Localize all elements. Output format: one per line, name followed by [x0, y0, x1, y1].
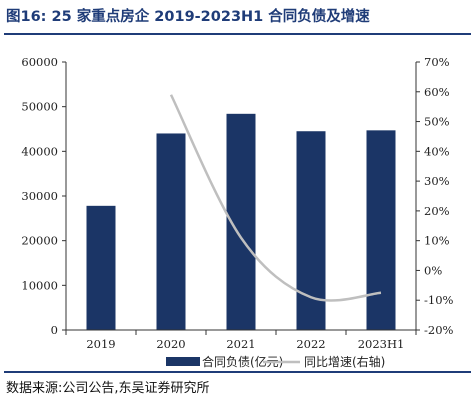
- left-tick-label: 40000: [21, 144, 58, 158]
- legend-line-label: 同比增速(右轴): [304, 354, 385, 369]
- footer-divider: [4, 371, 471, 373]
- legend-bar-label: 合同负债(亿元): [202, 354, 283, 369]
- right-tick-label: -10%: [424, 293, 454, 307]
- right-tick-label: 30%: [424, 174, 450, 188]
- x-tick-label: 2020: [156, 337, 185, 351]
- legend-bar-swatch: [166, 357, 200, 366]
- right-tick-label: 20%: [424, 204, 450, 218]
- left-axis: 0 10000 20000 30000 40000 50000 60000: [21, 55, 67, 337]
- title-divider: [4, 33, 471, 35]
- right-axis: -20% -10% 0% 10% 20% 30% 40% 50% 60% 70%: [415, 55, 454, 337]
- left-tick-label: 30000: [21, 189, 58, 203]
- source-note: 数据来源:公司公告,东吴证券研究所: [6, 381, 210, 396]
- right-tick-label: 60%: [424, 85, 450, 99]
- chart-title: 图16: 25 家重点房企 2019-2023H1 合同负债及增速: [6, 9, 370, 25]
- right-tick-label: 40%: [424, 144, 450, 158]
- x-tick-label: 2019: [86, 337, 115, 351]
- left-tick-label: 50000: [21, 100, 58, 114]
- x-axis: 2019 2020 2021 2022 2023H1: [65, 329, 417, 351]
- bar-2019: [86, 205, 116, 330]
- x-tick-label: 2021: [226, 337, 255, 351]
- bar-2023H1: [366, 130, 396, 330]
- left-tick-label: 10000: [21, 278, 58, 292]
- right-tick-label: -20%: [424, 323, 454, 337]
- growth-line: [169, 94, 382, 302]
- left-tick-label: 60000: [21, 55, 58, 69]
- bar-2020: [156, 133, 186, 330]
- right-tick-label: 50%: [424, 115, 450, 129]
- x-tick-label: 2023H1: [358, 337, 405, 351]
- line-series: [169, 94, 382, 302]
- legend: 合同负债(亿元) 同比增速(右轴): [166, 354, 385, 369]
- right-tick-label: 0%: [424, 263, 442, 277]
- x-tick-label: 2022: [296, 337, 325, 351]
- left-tick-label: 0: [51, 323, 58, 337]
- right-tick-label: 10%: [424, 234, 450, 248]
- left-tick-label: 20000: [21, 234, 58, 248]
- right-tick-label: 70%: [424, 55, 450, 69]
- bar-series: [86, 113, 396, 331]
